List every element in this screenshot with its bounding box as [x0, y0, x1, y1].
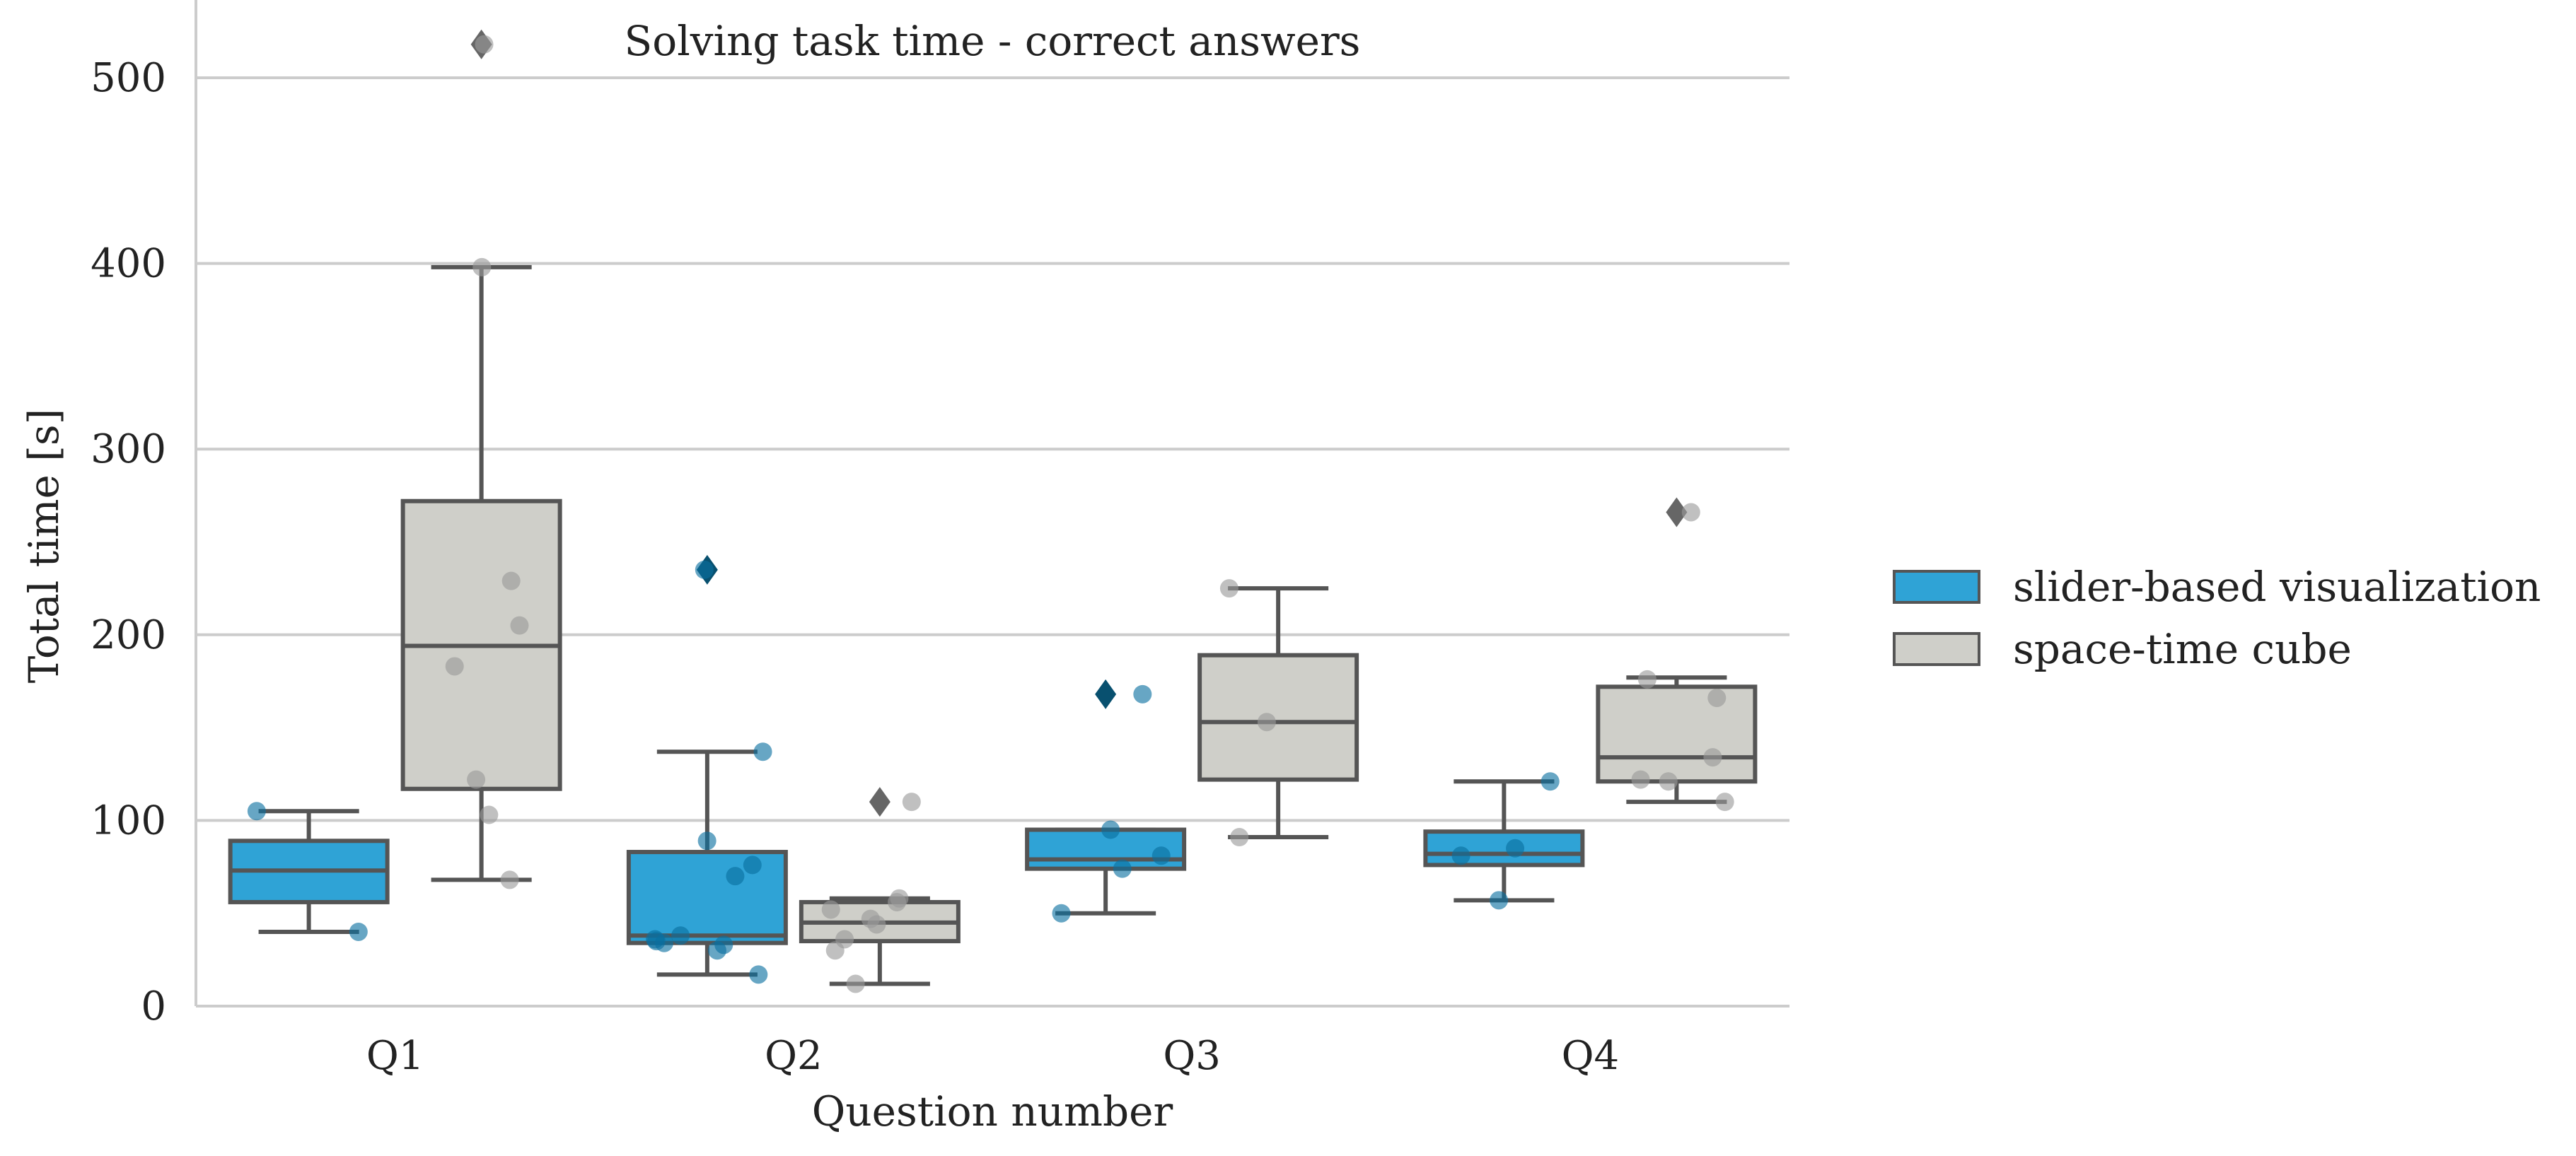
outlier-marker [1666, 497, 1688, 527]
data-point [697, 831, 716, 851]
data-point [1451, 846, 1470, 865]
data-point [1631, 770, 1650, 789]
data-point [467, 770, 486, 789]
data-point [753, 742, 772, 761]
data-point [445, 657, 464, 676]
data-point [500, 870, 519, 889]
data-point [671, 926, 690, 945]
box-group [1423, 772, 1585, 910]
box-group [400, 29, 562, 889]
box-iqr [626, 850, 788, 945]
box-iqr [1596, 684, 1758, 784]
data-point [890, 889, 909, 908]
x-axis-title: Question number [812, 1087, 1173, 1135]
data-point [1133, 684, 1152, 703]
data-point [646, 930, 665, 949]
outlier-marker [869, 787, 890, 817]
data-point [1637, 670, 1657, 689]
box-group [1197, 579, 1359, 847]
data-point [1490, 891, 1509, 910]
data-point [480, 805, 499, 824]
data-point [861, 909, 880, 928]
data-point [1715, 793, 1734, 812]
data-point [1257, 713, 1276, 732]
legend-swatch [1893, 632, 1980, 666]
legend-label: slider-based visualization [2013, 563, 2541, 611]
data-point [1506, 839, 1525, 858]
data-point [695, 560, 714, 579]
legend-swatch [1893, 570, 1980, 604]
data-point [1113, 859, 1132, 878]
data-point [1101, 820, 1120, 839]
boxes [228, 29, 1758, 993]
box-group [626, 554, 788, 984]
data-point [1151, 846, 1171, 865]
chart-title: Solving task time - correct answers [625, 17, 1361, 65]
box-iqr [1423, 829, 1585, 868]
legend: slider-based visualization space-time cub… [1893, 563, 2541, 673]
data-point [902, 793, 921, 812]
data-point [1707, 689, 1727, 708]
data-point [1659, 772, 1678, 791]
data-point [1230, 828, 1249, 847]
y-axis-title: Total time [s] [20, 409, 68, 684]
legend-label: space-time cube [2013, 625, 2352, 673]
box-group [799, 787, 961, 993]
data-point [247, 802, 266, 821]
axes: 0 100 200 300 400 500 Q1 Q2 Q3 Q4 [91, 0, 1789, 1079]
data-point [846, 974, 865, 993]
box-group [1596, 497, 1758, 812]
data-point [714, 935, 733, 954]
x-tick-label: Q3 [1163, 1033, 1221, 1079]
data-point [743, 856, 762, 875]
box-group [1025, 679, 1187, 923]
data-point [821, 900, 840, 919]
data-point [1541, 772, 1560, 791]
data-point [501, 571, 521, 590]
box-group [228, 802, 390, 941]
data-point [1219, 579, 1238, 598]
x-tick-label: Q4 [1562, 1033, 1620, 1079]
data-point [1681, 503, 1700, 522]
data-point [1703, 748, 1722, 767]
y-tick-label: 0 [141, 983, 166, 1029]
data-point [749, 965, 768, 984]
data-point [349, 922, 368, 941]
data-point [510, 616, 529, 635]
data-point [475, 35, 494, 54]
box-iqr [1197, 653, 1359, 782]
data-point [1052, 904, 1071, 923]
data-point [472, 257, 492, 276]
y-tick-label: 100 [91, 798, 166, 843]
x-tick-label: Q2 [765, 1033, 823, 1079]
y-tick-label: 300 [91, 426, 166, 472]
x-tick-label: Q1 [366, 1033, 424, 1079]
data-point [726, 867, 745, 886]
data-point [835, 930, 854, 949]
y-tick-label: 500 [91, 55, 166, 101]
y-tick-label: 200 [91, 612, 166, 658]
outlier-marker [1095, 679, 1117, 709]
y-tick-label: 400 [91, 241, 166, 287]
